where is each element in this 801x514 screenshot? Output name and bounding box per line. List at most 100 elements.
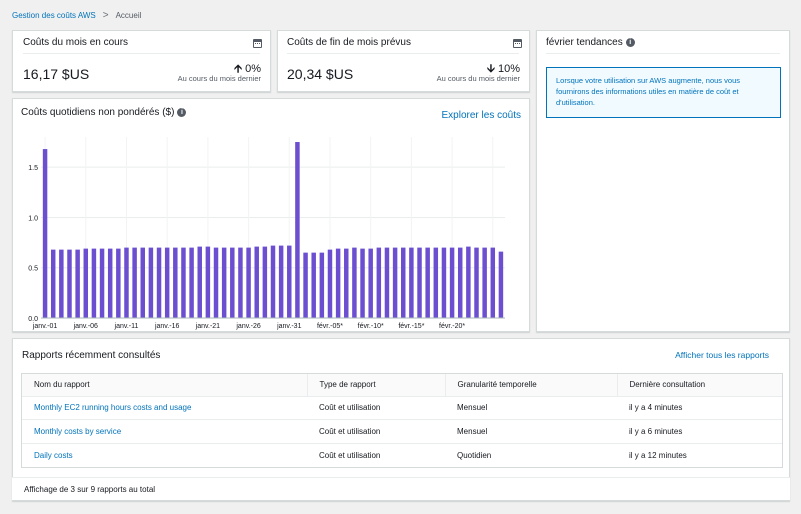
forecast-sub: Au cours du mois dernier — [436, 74, 520, 83]
table-row: Monthly EC2 running hours costs and usag… — [22, 396, 782, 420]
chart-bar — [303, 252, 308, 318]
forecast-cost-card: Coûts de fin de mois prévus 20,34 $US 🡫 … — [277, 30, 530, 92]
arrow-down-icon: 🡫 — [487, 63, 495, 75]
granularity-cell: Mensuel — [445, 419, 617, 444]
column-header-last-viewed[interactable]: Dernière consultation — [616, 374, 782, 397]
info-icon[interactable]: i — [177, 107, 187, 117]
forecast-title: Coûts de fin de mois prévus — [287, 37, 411, 48]
chart-bar — [295, 142, 300, 318]
chart-bar — [466, 246, 471, 318]
chart-bar — [368, 248, 373, 318]
report-link[interactable]: Monthly EC2 running hours costs and usag… — [34, 403, 192, 413]
x-tick-label: janv.-16 — [154, 323, 179, 330]
daily-costs-card: Coûts quotidiens non pondérés ($) i Explo… — [12, 98, 530, 332]
chart-bar — [230, 247, 235, 318]
y-tick-label: 1.5 — [28, 165, 38, 172]
column-header-report-name[interactable]: Nom du rapport — [22, 374, 307, 397]
chart-bar — [352, 247, 357, 318]
chart-bar — [287, 245, 292, 318]
granularity-cell: Quotidien — [457, 450, 492, 460]
chart-bar — [173, 247, 178, 318]
recent-reports-title: Rapports récemment consultés — [22, 350, 161, 361]
x-tick-label: janv.-21 — [195, 323, 220, 330]
chart-bar — [384, 247, 390, 318]
calendar-icon[interactable] — [253, 39, 262, 48]
table-header-row: Nom du rapport Type de rapport Granulari… — [22, 374, 782, 397]
breadcrumb-root-link[interactable]: Gestion des coûts AWS — [12, 11, 96, 20]
explore-costs-link[interactable]: Explorer les coûts — [441, 110, 521, 121]
forecast-change-value: 10% — [497, 63, 520, 75]
current-month-title: Coûts du mois en cours — [23, 37, 129, 48]
chart-bar — [140, 247, 145, 318]
chart-bar — [441, 247, 447, 318]
chart-bar — [181, 247, 186, 318]
card-divider — [23, 53, 260, 54]
current-month-change: 🡩 0% — [234, 60, 261, 79]
chart-bar — [278, 245, 284, 318]
chart-bar — [116, 248, 121, 318]
current-month-sub: Au cours du mois dernier — [177, 74, 261, 83]
chart-bar — [246, 247, 251, 318]
chart-bar — [75, 249, 80, 318]
last-viewed-cell: il y a 12 minutes — [629, 450, 687, 460]
calendar-icon[interactable] — [513, 39, 522, 48]
chart-bar — [221, 247, 227, 318]
daily-costs-title: Coûts quotidiens non pondérés ($) i — [21, 107, 187, 118]
chart-bar — [83, 248, 89, 318]
chart-bar — [490, 247, 496, 318]
card-divider — [287, 53, 519, 54]
chart-bar — [197, 246, 202, 318]
chart-bar — [360, 248, 365, 318]
chart-bar — [189, 247, 194, 318]
chart-bar — [99, 248, 105, 318]
chart-bar — [319, 252, 325, 318]
breadcrumb-separator: > — [102, 10, 109, 21]
info-icon[interactable]: i — [625, 37, 635, 47]
chart-bar — [254, 246, 259, 318]
chart-bar — [474, 247, 479, 318]
current-month-cost-card: Coûts du mois en cours 16,17 $US 🡩 0% Au… — [12, 30, 271, 92]
chart-bar — [417, 247, 422, 318]
x-tick-label: janv.-06 — [73, 323, 98, 330]
chart-bar — [498, 251, 504, 318]
chart-bar — [107, 248, 113, 318]
x-tick-label: févr.-20* — [439, 323, 465, 330]
chart-bar — [124, 247, 129, 318]
chart-bar — [238, 247, 243, 318]
chart-bar — [213, 247, 219, 318]
card-divider — [546, 53, 780, 54]
granularity-cell: Mensuel — [445, 396, 617, 420]
report-type-cell: Coût et utilisation — [319, 450, 381, 460]
trends-title: février tendances i — [546, 37, 635, 48]
chart-bar — [376, 247, 382, 318]
reports-footer: Affichage de 3 sur 9 rapports au total — [12, 477, 790, 500]
last-viewed-cell: il y a 4 minutes — [617, 396, 782, 420]
y-tick-label: 1.0 — [28, 215, 38, 222]
chart-bar — [148, 247, 154, 318]
column-header-report-type[interactable]: Type de rapport — [306, 374, 445, 397]
report-link[interactable]: Monthly costs by service — [34, 426, 122, 436]
chart-bar — [482, 247, 487, 318]
chart-bar — [401, 247, 406, 318]
chart-bar — [433, 247, 439, 318]
chart-bar — [67, 249, 72, 318]
report-type-cell: Coût et utilisation — [307, 419, 445, 444]
view-all-reports-link[interactable]: Afficher tous les rapports — [675, 350, 769, 360]
chart-bar — [425, 247, 430, 318]
chart-bar — [59, 249, 64, 318]
current-month-value: 16,17 $US — [23, 66, 90, 82]
x-tick-label: janv.-01 — [32, 323, 57, 330]
chart-bar — [205, 246, 211, 318]
chart-bar — [132, 247, 137, 318]
chart-bar — [449, 247, 455, 318]
chart-bar — [392, 247, 398, 318]
column-header-granularity[interactable]: Granularité temporelle — [444, 374, 617, 397]
chart-bar — [91, 248, 97, 318]
current-month-change-value: 0% — [245, 63, 261, 75]
chart-bar — [335, 248, 341, 318]
breadcrumb: Gestion des coûts AWS > Accueil — [12, 10, 141, 21]
reports-table: Nom du rapport Type de rapport Granulari… — [21, 373, 783, 468]
report-link[interactable]: Daily costs — [34, 450, 73, 460]
chart-bar — [409, 247, 414, 318]
breadcrumb-current: Accueil — [115, 11, 142, 20]
